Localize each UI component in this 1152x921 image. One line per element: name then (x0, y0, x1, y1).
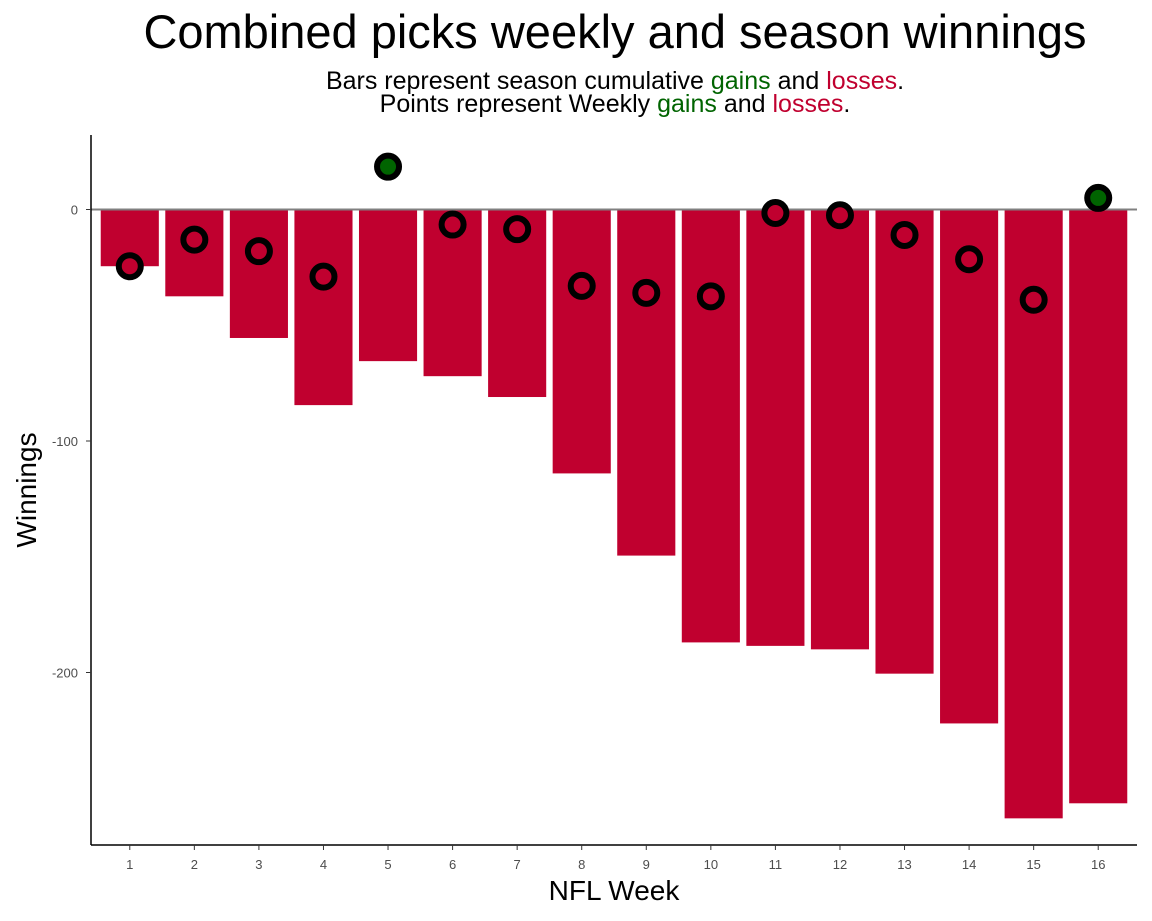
y-tick-label: -200 (52, 666, 78, 681)
bars-layer (100, 209, 1128, 819)
points-layer (115, 152, 1113, 314)
point-week-2 (180, 225, 209, 254)
point-week-8 (567, 271, 596, 300)
bar-week-3 (229, 209, 288, 338)
point-week-14 (955, 245, 984, 274)
y-tick-label: -100 (52, 434, 78, 449)
bar-week-5 (358, 209, 418, 362)
y-axis-title: Winnings (11, 432, 42, 547)
point-week-3 (244, 237, 273, 266)
x-tick-label: 4 (320, 857, 327, 872)
point-week-13 (890, 220, 919, 249)
subtitle-1-prefix: Bars represent season cumulative (325, 67, 711, 95)
x-tick-label: 1 (126, 857, 133, 872)
subtitle-1-suffix: . (897, 67, 905, 95)
point-week-6 (438, 210, 467, 239)
point-week-11 (761, 198, 790, 227)
bar-week-14 (940, 209, 999, 724)
subtitle-1-losses: losses (826, 67, 898, 95)
subtitle-1-middle: and (770, 67, 827, 95)
point-week-16 (1084, 183, 1113, 212)
x-tick-label: 11 (769, 857, 783, 872)
subtitle-2-suffix: . (843, 90, 851, 118)
bar-week-10 (681, 209, 740, 643)
x-tick-label: 14 (962, 857, 976, 872)
x-tick-label: 15 (1026, 857, 1040, 872)
x-tick-label: 9 (643, 857, 650, 872)
bar-week-12 (810, 209, 870, 650)
point-week-1 (115, 252, 144, 281)
subtitle-2-middle: and (716, 90, 773, 118)
subtitle-2-losses: losses (772, 90, 844, 118)
x-tick-label: 6 (449, 857, 456, 872)
bar-week-9 (617, 209, 676, 556)
x-tick-label: 7 (514, 857, 521, 872)
subtitle-line-1: Bars represent season cumulative gains a… (40, 68, 1152, 94)
point-week-4 (309, 262, 338, 291)
x-tick-label: 10 (704, 857, 718, 872)
x-tick-label: 3 (255, 857, 262, 872)
x-axis-title: NFL Week (549, 875, 681, 906)
subtitle-2-gains: gains (657, 90, 717, 118)
x-tick-label: 16 (1091, 857, 1105, 872)
point-week-10 (696, 282, 725, 311)
point-week-9 (632, 278, 661, 307)
subtitle-2-prefix: Points represent Weekly (379, 90, 658, 118)
point-week-15 (1019, 285, 1048, 314)
x-tick-label: 12 (833, 857, 847, 872)
point-week-7 (503, 215, 532, 244)
x-tick-label: 2 (191, 857, 198, 872)
point-week-12 (825, 201, 854, 230)
subtitle-1-gains: gains (710, 67, 771, 95)
subtitle-line-2: Points represent Weekly gains and losses… (40, 91, 1152, 117)
bar-week-16 (1069, 209, 1128, 804)
bar-week-13 (875, 209, 934, 674)
chart-title: Combined picks weekly and season winning… (143, 5, 1087, 58)
bar-week-8 (552, 209, 611, 474)
point-week-5 (374, 152, 403, 181)
bar-week-11 (746, 209, 805, 646)
x-tick-label: 5 (384, 857, 391, 872)
bar-week-4 (294, 209, 353, 406)
y-tick-label: 0 (71, 203, 78, 218)
x-tick-label: 8 (578, 857, 585, 872)
x-tick-label: 13 (897, 857, 911, 872)
